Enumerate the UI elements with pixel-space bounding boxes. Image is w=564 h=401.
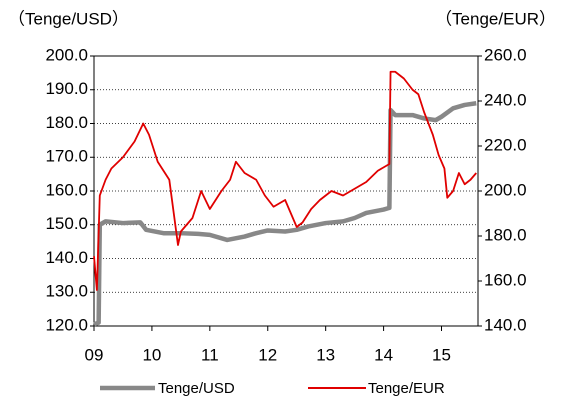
y2-axis-label: （Tenge/EUR） — [435, 9, 556, 28]
y-tick-label: 120.0 — [45, 315, 88, 334]
y2-tick-label: 160.0 — [484, 270, 527, 289]
y2-tick-label: 260.0 — [484, 45, 527, 64]
y2-tick-label: 200.0 — [484, 180, 527, 199]
y2-tick-label: 240.0 — [484, 90, 527, 109]
x-tick-label: 12 — [258, 345, 277, 364]
y-tick-label: 130.0 — [45, 282, 88, 301]
legend-label: Tenge/EUR — [368, 380, 445, 397]
y-tick-label: 190.0 — [45, 79, 88, 98]
y-tick-label: 170.0 — [45, 147, 88, 166]
y2-tick-label: 220.0 — [484, 135, 527, 154]
x-tick-label: 13 — [316, 345, 335, 364]
y2-tick-label: 140.0 — [484, 315, 527, 334]
y-tick-label: 160.0 — [45, 180, 88, 199]
series-line — [93, 101, 477, 327]
x-tick-label: 10 — [142, 345, 161, 364]
legend-label: Tenge/USD — [158, 380, 235, 397]
y-tick-label: 180.0 — [45, 113, 88, 132]
x-tick-label: 15 — [432, 345, 451, 364]
y-tick-label: 150.0 — [45, 214, 88, 233]
y2-tick-label: 180.0 — [484, 225, 527, 244]
y-tick-label: 200.0 — [45, 45, 88, 64]
series-line — [93, 70, 477, 291]
x-tick-label: 14 — [374, 345, 393, 364]
y-tick-label: 140.0 — [45, 248, 88, 267]
x-tick-label: 11 — [201, 345, 219, 364]
x-tick-label: 09 — [85, 345, 104, 364]
y-axis-label: （Tenge/USD） — [8, 9, 129, 28]
